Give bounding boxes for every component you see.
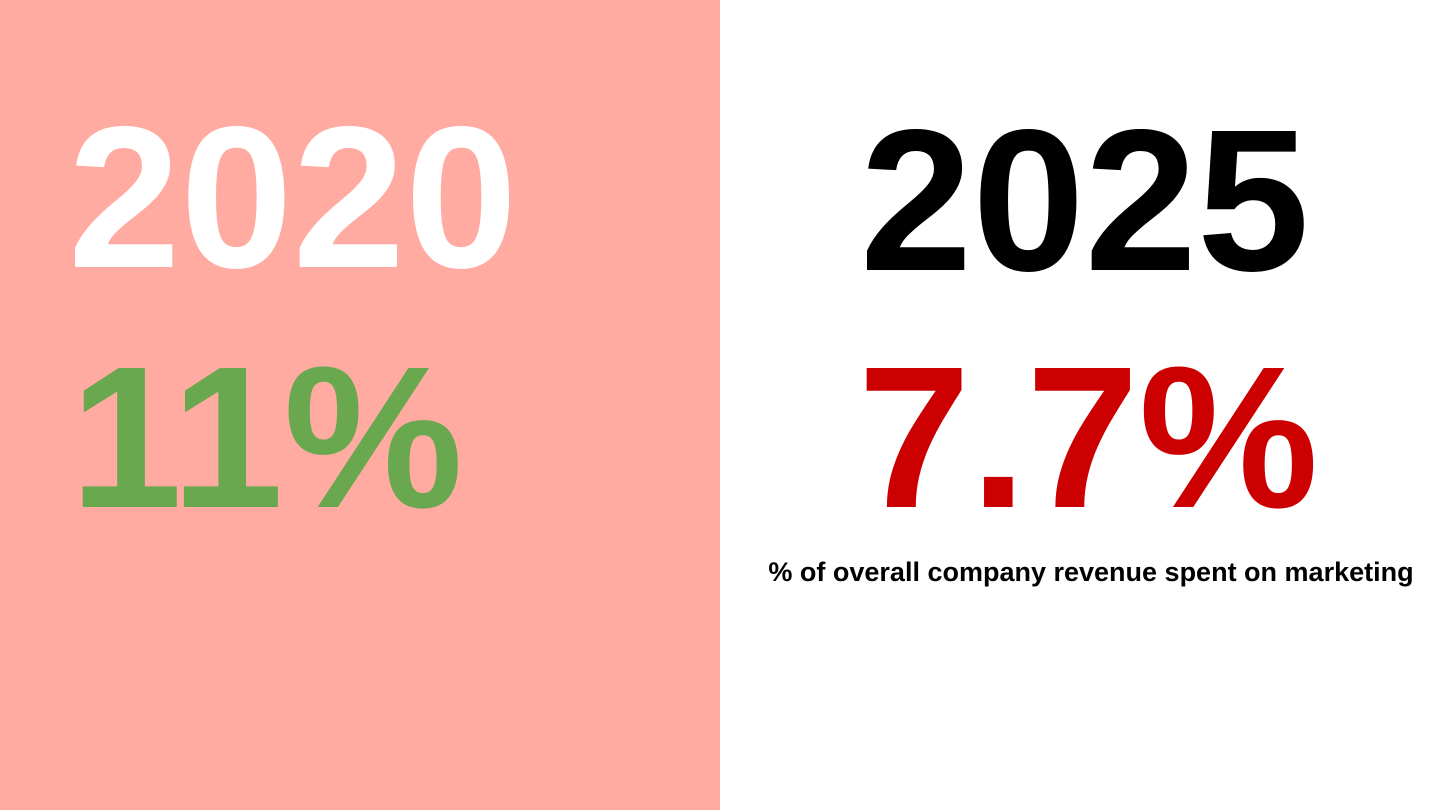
value-2025: 7.7% bbox=[858, 324, 1319, 550]
metric-caption: % of overall company revenue spent on ma… bbox=[768, 557, 1414, 587]
year-2025-label: 2025 bbox=[860, 87, 1310, 313]
year-2020-label: 2020 bbox=[68, 84, 518, 310]
left-panel-2020: 2020 11% bbox=[0, 0, 720, 810]
value-2020: 11% bbox=[70, 324, 464, 550]
